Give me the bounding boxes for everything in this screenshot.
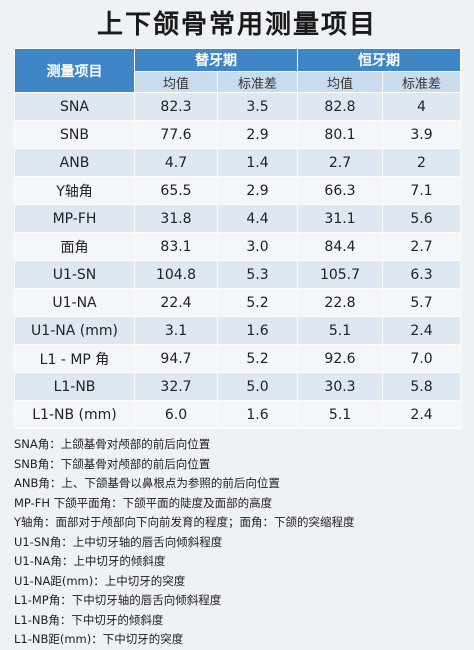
- cell-sd: 2.4: [382, 400, 461, 429]
- cell-sd: 5.2: [217, 344, 298, 373]
- cell-mean: 5.1: [297, 316, 383, 345]
- cell-sd: 2.7: [382, 232, 461, 261]
- row-item-name: 面角: [14, 232, 135, 261]
- measurement-table: 测量项目 替牙期 恒牙期 均值 标准差 均值 标准差 SNA 82.3 3.5 82.…: [14, 48, 461, 429]
- table-row: Y轴角 65.5 2.9 66.3 7.1: [14, 176, 461, 205]
- header-group-mixed-dentition: 替牙期: [134, 48, 298, 72]
- row-item-name: L1-NB (mm): [14, 400, 135, 429]
- table-row: U1-SN 104.8 5.3 105.7 6.3: [14, 260, 461, 289]
- cell-mean: 84.4: [297, 232, 383, 261]
- header-mean: 均值: [134, 71, 218, 93]
- note-line: U1-SN角：上中切牙轴的唇舌向倾斜程度: [14, 534, 223, 549]
- cell-sd: 3.5: [217, 92, 298, 121]
- cell-mean: 94.7: [134, 344, 218, 373]
- cell-sd: 2: [382, 148, 461, 177]
- cell-mean: 82.3: [134, 92, 218, 121]
- cell-sd: 1.4: [217, 148, 298, 177]
- cell-sd: 1.6: [217, 316, 298, 345]
- cell-sd: 7.0: [382, 344, 461, 373]
- table-row: SNA 82.3 3.5 82.8 4: [14, 92, 461, 121]
- cell-mean: 104.8: [134, 260, 218, 289]
- cell-mean: 66.3: [297, 176, 383, 205]
- cell-mean: 22.8: [297, 288, 383, 317]
- table-row: ANB 4.7 1.4 2.7 2: [14, 148, 461, 177]
- note-line: L1-NB角：下中切牙的倾斜度: [14, 612, 164, 627]
- cell-sd: 3.0: [217, 232, 298, 261]
- row-item-name: SNA: [14, 92, 135, 121]
- header-group-permanent-dentition: 恒牙期: [297, 48, 461, 72]
- note-line: SNA角：上颌基骨对颅部的前后向位置: [14, 437, 211, 451]
- row-item-name: Y轴角: [14, 176, 135, 205]
- cell-sd: 5.0: [217, 372, 298, 401]
- cell-sd: 5.8: [382, 372, 461, 401]
- table-body: SNA 82.3 3.5 82.8 4 SNB 77.6 2.9 80.1 3.9 ANB 4.7 1.…: [14, 92, 461, 429]
- cell-mean: 92.6: [297, 344, 383, 373]
- cell-mean: 4.7: [134, 148, 218, 177]
- page-title: 上下颌骨常用测量项目: [96, 10, 377, 40]
- cell-sd: 3.9: [382, 120, 461, 149]
- table-row: U1-NA (mm) 3.1 1.6 5.1 2.4: [14, 316, 461, 345]
- table-row: U1-NA 22.4 5.2 22.8 5.7: [14, 288, 461, 317]
- cell-mean: 31.8: [134, 204, 218, 233]
- row-item-name: U1-NA (mm): [14, 316, 135, 345]
- cell-mean: 2.7: [297, 148, 383, 177]
- cell-sd: 5.6: [382, 204, 461, 233]
- cell-sd: 4.4: [217, 204, 298, 233]
- row-item-name: SNB: [14, 120, 135, 149]
- row-item-name: U1-SN: [14, 260, 135, 289]
- cell-sd: 5.2: [217, 288, 298, 317]
- cell-mean: 105.7: [297, 260, 383, 289]
- note-line: SNB角：下颌基骨对颅部的前后向位置: [14, 456, 211, 471]
- cell-mean: 5.1: [297, 400, 383, 429]
- table-row: MP-FH 31.8 4.4 31.1 5.6: [14, 204, 461, 233]
- cell-mean: 3.1: [134, 316, 218, 345]
- note-line: MP-FH 下颌平面角：下颌平面的陡度及面部的高度: [14, 495, 273, 510]
- cell-mean: 32.7: [134, 372, 218, 401]
- page: 上下颌骨常用测量项目 测量项目 替牙期 恒牙期 均值 标准差 均值 标准差 SN…: [14, 10, 461, 646]
- cell-mean: 77.6: [134, 120, 218, 149]
- row-item-name: ANB: [14, 148, 135, 177]
- cell-sd: 6.3: [382, 260, 461, 289]
- note-line: L1-NB距(mm)：下中切牙的突度: [14, 632, 184, 646]
- table-row: L1-NB 32.7 5.0 30.3 5.8: [14, 372, 461, 401]
- cell-mean: 80.1: [297, 120, 383, 149]
- row-item-name: MP-FH: [14, 204, 135, 233]
- table-row: L1-NB (mm) 6.0 1.6 5.1 2.4: [14, 400, 461, 429]
- note-line: ANB角：上、下颌基骨以鼻根点为参照的前后向位置: [14, 476, 280, 490]
- cell-sd: 2.4: [382, 316, 461, 345]
- notes-list: SNA角：上颌基骨对颅部的前后向位置 SNB角：下颌基骨对颅部的前后向位置 ANB角…: [14, 435, 460, 650]
- row-item-name: L1-NB: [14, 372, 135, 401]
- note-line: U1-NA角：上中切牙的倾斜度: [14, 554, 166, 568]
- cell-mean: 22.4: [134, 288, 218, 317]
- cell-mean: 31.1: [297, 204, 383, 233]
- cell-sd: 5.3: [217, 260, 298, 289]
- header-mean: 均值: [297, 71, 383, 93]
- row-item-name: U1-NA: [14, 288, 135, 317]
- header-sd: 标准差: [217, 71, 298, 93]
- cell-sd: 2.9: [217, 176, 298, 205]
- cell-sd: 7.1: [382, 176, 461, 205]
- cell-mean: 65.5: [134, 176, 218, 205]
- table-row: SNB 77.6 2.9 80.1 3.9: [14, 120, 461, 149]
- cell-sd: 4: [382, 92, 461, 121]
- table-row: L1 - MP 角 94.7 5.2 92.6 7.0: [14, 344, 461, 373]
- row-item-name: L1 - MP 角: [14, 344, 135, 373]
- cell-mean: 6.0: [134, 400, 218, 429]
- note-line: L1-MP角：下中切牙轴的唇舌向倾斜程度: [14, 593, 222, 607]
- note-line: U1-NA距(mm)：上中切牙的突度: [14, 573, 186, 588]
- cell-mean: 83.1: [134, 232, 218, 261]
- cell-mean: 82.8: [297, 92, 383, 121]
- header-item: 测量项目: [14, 48, 135, 93]
- header-sd: 标准差: [382, 71, 461, 93]
- cell-sd: 2.9: [217, 120, 298, 149]
- cell-sd: 5.7: [382, 288, 461, 317]
- note-line: Y轴角：面部对于颅部向下向前发育的程度；面角：下颌的突缩程度: [14, 515, 355, 529]
- cell-sd: 1.6: [217, 400, 298, 429]
- cell-mean: 30.3: [297, 372, 383, 401]
- table-row: 面角 83.1 3.0 84.4 2.7: [14, 232, 461, 261]
